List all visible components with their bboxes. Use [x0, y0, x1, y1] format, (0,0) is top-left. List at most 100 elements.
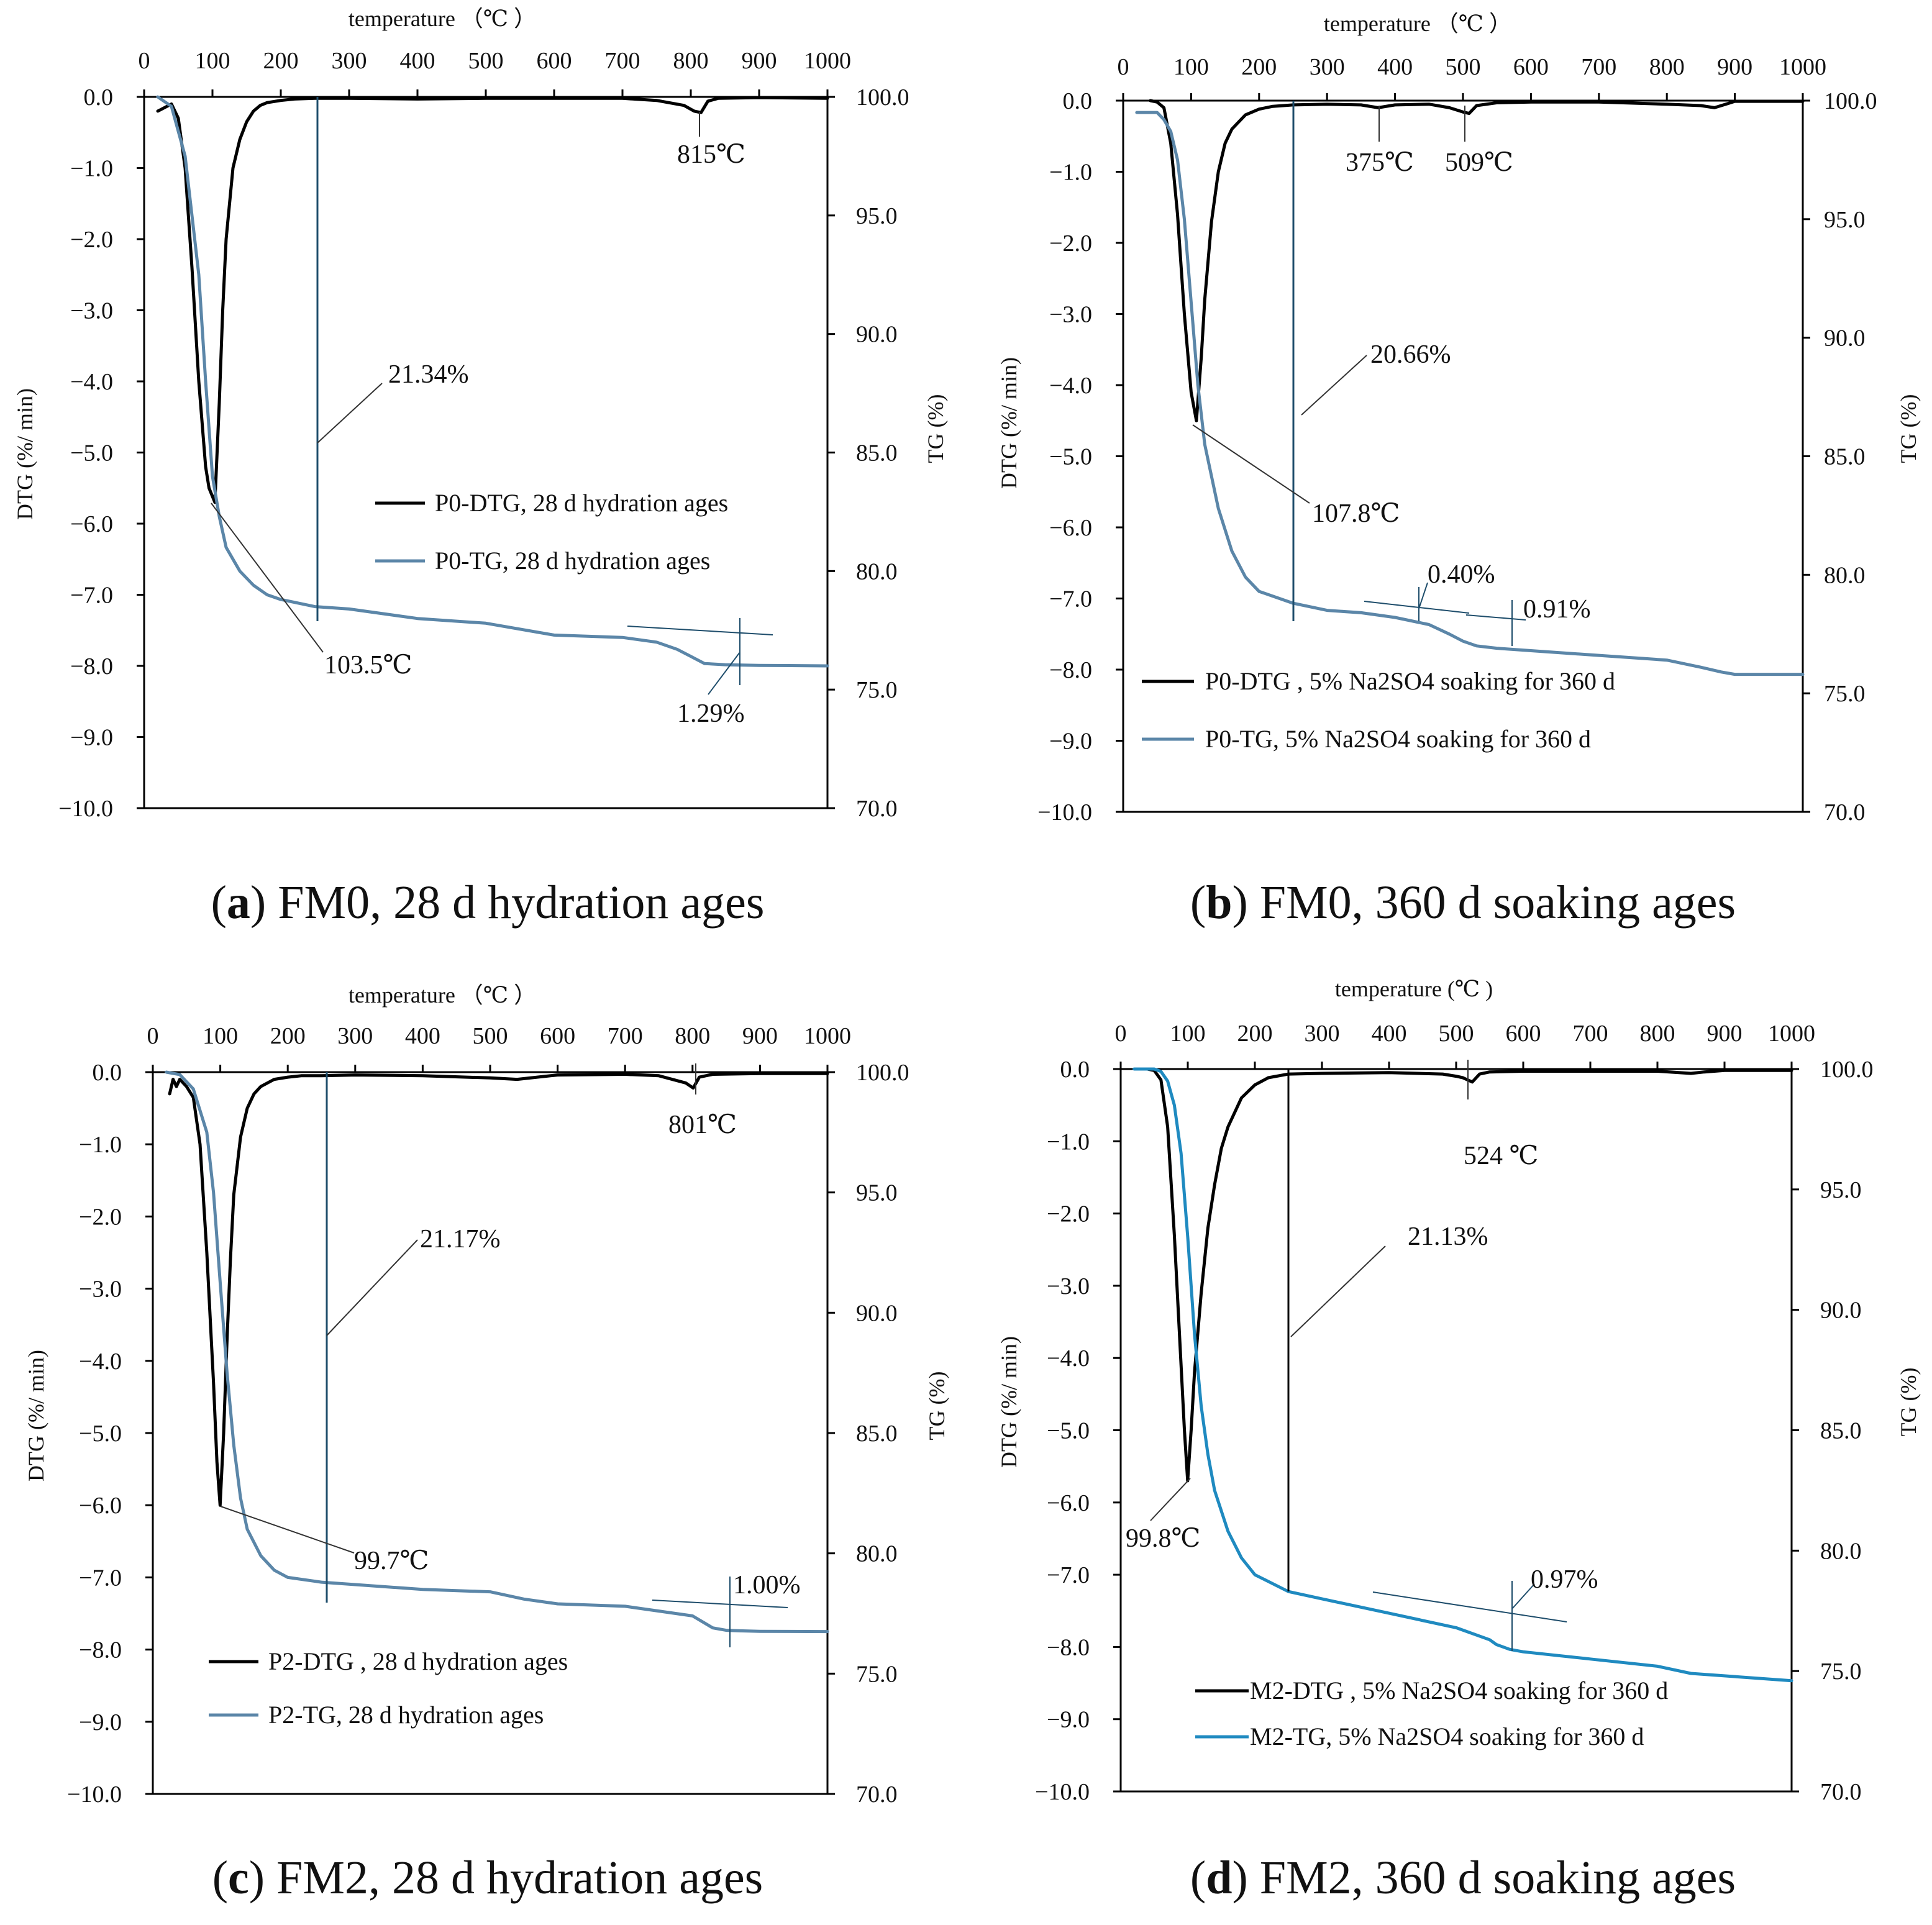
y2-tick-label: 80.0: [856, 1541, 898, 1567]
panel-a-series: [156, 95, 829, 668]
y2-tick-label: 75.0: [1820, 1659, 1862, 1685]
x-tick-label: 400: [1377, 54, 1413, 80]
x-tick-label: 300: [1310, 54, 1345, 80]
panel-a-annot-2134: 21.34%: [388, 360, 469, 389]
y-tick-label: −9.0: [79, 1709, 122, 1736]
panel-d-tangent-1: [1372, 1591, 1567, 1622]
panel-b-annot-2066: 20.66%: [1370, 340, 1451, 369]
y2-tick-label: 85.0: [856, 440, 898, 466]
caption-b: (b) FM0, 360 d soaking ages: [1190, 876, 1736, 929]
y2-tick-label: 80.0: [1820, 1538, 1862, 1564]
dtg-series-line: [156, 96, 829, 504]
caption-a-text: FM0, 28 d hydration ages: [266, 876, 765, 929]
x-tick-label: 700: [608, 1023, 643, 1049]
y2-tick-label: 70.0: [1824, 799, 1866, 826]
dtg-series-line: [1149, 99, 1805, 422]
panel-c-xlabel: temperature （℃ ）: [349, 983, 536, 1008]
y-tick-label: −7.0: [79, 1565, 122, 1591]
panel-d-y2ticks: 100.0 95.0 90.0 85.0 80.0 75.0 70.0: [1792, 1057, 1874, 1805]
y-tick-label: 0.0: [93, 1060, 122, 1086]
y-tick-label: −3.0: [70, 298, 113, 324]
panel-c: temperature （℃ ） 0 100 200 300 400 500 600 700 8…: [24, 983, 949, 1808]
caption-b-letter: b: [1206, 876, 1233, 929]
x-tick-label: 300: [337, 1023, 373, 1049]
caption-a: (a) FM0, 28 d hydration ages: [211, 876, 765, 929]
y-tick-label: −8.0: [1049, 657, 1092, 683]
x-tick-label: 1000: [1768, 1021, 1815, 1047]
panel-d-plot-frame: [1119, 1068, 1793, 1793]
y2-tick-label: 100.0: [1820, 1057, 1874, 1083]
panel-b-leader-107: [1192, 424, 1310, 504]
panel-d-annot-097: 0.97%: [1531, 1565, 1598, 1594]
panel-c-tangent-1: [652, 1600, 788, 1608]
y2-tick-label: 75.0: [1824, 681, 1866, 707]
y-tick-label: −6.0: [79, 1493, 122, 1519]
y-tick-label: −4.0: [70, 369, 113, 395]
y2-tick-label: 95.0: [856, 1180, 898, 1206]
y-tick-label: −6.0: [70, 511, 113, 537]
panel-d-legend-dtg: M2-DTG , 5% Na2SO4 soaking for 360 d: [1250, 1677, 1668, 1704]
panel-a-annot-815: 815℃: [677, 140, 745, 169]
panel-b-plot-frame: [1122, 99, 1804, 813]
x-tick-label: 200: [270, 1023, 306, 1049]
y-tick-label: −7.0: [70, 583, 113, 609]
y-tick-label: −3.0: [1047, 1273, 1090, 1299]
x-tick-label: 0: [147, 1023, 159, 1049]
panel-d: temperature (℃ ) 0 100 200 300 400 500 600 700 8…: [996, 976, 1921, 1805]
x-tick-label: 100: [1173, 54, 1209, 80]
panel-a-legend-dtg: P0-DTG, 28 d hydration ages: [435, 489, 728, 517]
panel-d-ylabel: DTG (%/ min): [996, 1336, 1021, 1468]
y2-tick-label: 95.0: [856, 203, 898, 229]
panel-b-ylabel: DTG (%/ min): [996, 357, 1021, 489]
panel-c-legend-tg: P2-TG, 28 d hydration ages: [268, 1701, 544, 1729]
panel-d-leader-21: [1290, 1245, 1386, 1337]
x-tick-label: 0: [1115, 1021, 1127, 1047]
x-tick-label: 1000: [804, 48, 851, 74]
caption-d: (d) FM2, 360 d soaking ages: [1190, 1852, 1736, 1904]
panel-a-yticks: 0.0 −1.0 −2.0 −3.0 −4.0 −5.0 −6.0 −7.0 −8.0 −9.0 −…: [58, 84, 144, 822]
panel-d-legend-tg: M2-TG, 5% Na2SO4 soaking for 360 d: [1250, 1722, 1644, 1750]
x-tick-label: 600: [1513, 54, 1549, 80]
panel-b-leader-20: [1301, 355, 1367, 416]
panel-b-annot-1078: 107.8℃: [1312, 499, 1400, 528]
x-tick-label: 800: [1649, 54, 1685, 80]
y2-tick-label: 90.0: [856, 1300, 898, 1326]
y2-tick-label: 85.0: [856, 1421, 898, 1447]
y-tick-label: −8.0: [79, 1637, 122, 1663]
y-tick-label: −8.0: [70, 653, 113, 680]
panel-c-y2ticks: 100.0 95.0 90.0 85.0 80.0 75.0 70.0: [827, 1060, 909, 1808]
y-tick-label: −3.0: [1049, 302, 1092, 328]
tg-series-line: [165, 1070, 829, 1634]
x-tick-label: 400: [405, 1023, 440, 1049]
x-tick-label: 600: [1506, 1021, 1541, 1047]
caption-a-letter: a: [226, 876, 250, 929]
panel-a-xlabel: temperature （℃ ）: [349, 6, 536, 31]
x-tick-label: 800: [1640, 1021, 1675, 1047]
panel-a-legend-tg: P0-TG, 28 d hydration ages: [435, 547, 710, 575]
x-tick-label: 700: [1573, 1021, 1608, 1047]
tg-series-line: [1135, 111, 1805, 676]
panel-b-tangent-a: [1364, 601, 1470, 614]
panel-c-xticks: 0 100 200 300 400 500 600 700 800 900 1000: [147, 1023, 851, 1072]
y2-tick-label: 100.0: [856, 1060, 909, 1086]
x-tick-label: 200: [1241, 54, 1277, 80]
caption-d-text: FM2, 360 d soaking ages: [1247, 1852, 1736, 1904]
x-tick-label: 600: [537, 48, 572, 74]
y2-tick-label: 95.0: [1820, 1177, 1862, 1203]
x-tick-label: 400: [1372, 1021, 1407, 1047]
y2-tick-label: 70.0: [856, 1782, 898, 1808]
y-tick-label: −5.0: [79, 1421, 122, 1447]
y-tick-label: −5.0: [1049, 444, 1092, 470]
panel-a-tangent-1: [627, 626, 773, 635]
y-tick-label: −2.0: [1047, 1201, 1090, 1227]
panel-d-annot-524: 524 ℃: [1464, 1142, 1538, 1170]
dtg-series-line: [1146, 1067, 1793, 1483]
panel-c-legend-dtg: P2-DTG , 28 d hydration ages: [268, 1647, 568, 1675]
y-tick-label: −7.0: [1047, 1562, 1090, 1588]
y-tick-label: −5.0: [1047, 1418, 1090, 1444]
panel-c-annot-100: 1.00%: [733, 1571, 801, 1600]
panel-c-series: [165, 1070, 829, 1634]
x-tick-label: 600: [540, 1023, 575, 1049]
panel-c-leader-21: [326, 1239, 418, 1336]
y-tick-label: −1.0: [79, 1132, 122, 1158]
